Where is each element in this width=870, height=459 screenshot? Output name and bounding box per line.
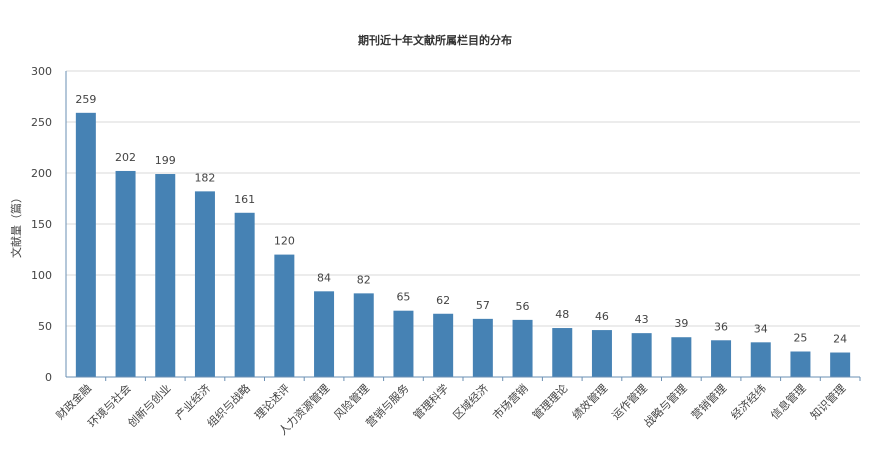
data-label: 202 xyxy=(115,151,136,164)
data-label: 259 xyxy=(75,93,96,106)
y-tick-label: 150 xyxy=(31,218,52,231)
bars xyxy=(75,112,851,377)
bar xyxy=(234,212,255,377)
bar xyxy=(591,330,612,377)
data-label: 161 xyxy=(234,193,255,206)
x-tick-label: 战略与管理 xyxy=(641,381,690,430)
data-label: 65 xyxy=(396,291,410,304)
data-label: 182 xyxy=(194,171,215,184)
data-label: 36 xyxy=(714,320,728,333)
x-tick-label: 产业经济 xyxy=(172,381,213,422)
x-tick-label: 营销与服务 xyxy=(363,381,412,430)
y-tick-label: 100 xyxy=(31,269,52,282)
bar xyxy=(75,112,96,377)
data-label: 34 xyxy=(754,322,768,335)
y-tick-label: 250 xyxy=(31,116,52,129)
data-label: 62 xyxy=(436,294,450,307)
x-tick-label: 区域经济 xyxy=(450,381,491,422)
bar xyxy=(353,293,374,377)
data-label: 84 xyxy=(317,271,331,284)
bar xyxy=(393,310,414,377)
data-label: 82 xyxy=(357,273,371,286)
x-tick-label: 信息管理 xyxy=(768,381,809,422)
chart-title: 期刊近十年文献所属栏目的分布 xyxy=(358,33,512,47)
data-label: 56 xyxy=(516,300,530,313)
x-tick-label: 市场营销 xyxy=(490,381,531,422)
bar xyxy=(274,254,295,377)
x-tick-label: 创新与创业 xyxy=(125,381,174,430)
data-label: 25 xyxy=(793,332,807,345)
data-label: 24 xyxy=(833,333,847,346)
data-label: 46 xyxy=(595,310,609,323)
data-label: 120 xyxy=(274,235,295,248)
bar xyxy=(433,313,454,377)
y-tick-label: 50 xyxy=(38,320,52,333)
x-tick-label: 运作管理 xyxy=(609,381,650,422)
bar xyxy=(155,174,176,377)
x-tick-label: 营销管理 xyxy=(688,381,729,422)
x-tick-label: 组织与战略 xyxy=(204,381,253,430)
bar xyxy=(790,351,811,377)
x-tick-label: 知识管理 xyxy=(807,381,848,422)
data-label: 57 xyxy=(476,299,490,312)
x-tick-label: 理论述评 xyxy=(251,381,292,422)
y-tick-label: 300 xyxy=(31,65,52,78)
bar xyxy=(472,318,493,377)
bar xyxy=(115,170,136,377)
y-axis-ticks: 0 50 100 150 200 250 300 xyxy=(31,65,52,384)
x-tick-label: 经济经纬 xyxy=(728,381,769,422)
x-tick-label: 财政金融 xyxy=(53,381,94,422)
data-label: 48 xyxy=(555,308,569,321)
x-tick-label: 风险管理 xyxy=(331,381,372,422)
bar xyxy=(314,291,335,377)
grid-lines xyxy=(66,70,860,327)
x-tick-label: 管理理论 xyxy=(529,381,570,422)
data-labels: 259 202 199 182 161 120 84 82 65 62 57 56 48 46 43 39 36… xyxy=(75,93,847,346)
bar xyxy=(830,352,851,377)
data-label: 199 xyxy=(155,154,176,167)
bar xyxy=(711,340,732,377)
y-axis-label: 文献量（篇） xyxy=(9,192,23,258)
x-tick-label: 管理科学 xyxy=(410,381,451,422)
bar xyxy=(671,337,692,377)
bar xyxy=(512,319,533,377)
data-label: 39 xyxy=(674,317,688,330)
bar xyxy=(750,342,771,377)
y-tick-label: 200 xyxy=(31,167,52,180)
data-label: 43 xyxy=(635,313,649,326)
x-tick-label: 绩效管理 xyxy=(569,381,610,422)
bar xyxy=(552,328,573,377)
y-tick-label: 0 xyxy=(45,371,52,384)
bar xyxy=(631,333,652,377)
bar xyxy=(194,191,215,377)
